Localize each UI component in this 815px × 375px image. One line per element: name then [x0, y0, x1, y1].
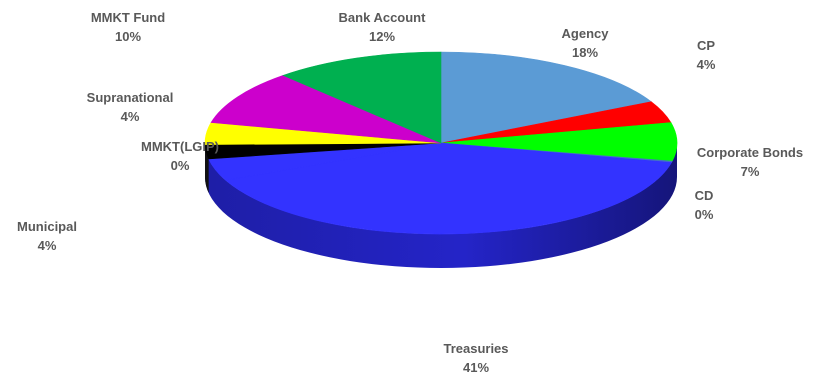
slice-percent: 0% — [695, 207, 714, 222]
slice-name: MMKT Fund — [91, 10, 165, 25]
slice-percent: 10% — [115, 29, 141, 44]
pie-slices — [204, 51, 678, 235]
data-label-mmkt-lgip-: MMKT(LGIP) 0% — [141, 139, 219, 173]
data-label-cd: CD 0% — [695, 188, 714, 222]
slice-name: MMKT(LGIP) — [141, 139, 219, 154]
data-label-supranational: Supranational 4% — [87, 90, 174, 124]
data-label-cp: CP 4% — [697, 38, 716, 72]
slice-name: Corporate Bonds — [697, 145, 803, 160]
slice-percent: 0% — [171, 158, 190, 173]
slice-percent: 4% — [121, 109, 140, 124]
slice-name: CP — [697, 38, 715, 53]
slice-percent: 4% — [38, 238, 57, 253]
pie-3d-side-walls — [205, 143, 677, 268]
slice-name: Bank Account — [339, 10, 427, 25]
pie-slice-bank-account — [282, 51, 442, 144]
data-label-mmkt-fund: MMKT Fund 10% — [91, 10, 165, 44]
slice-percent: 41% — [463, 360, 489, 375]
slice-percent: 4% — [697, 57, 716, 72]
pie-slice-agency — [440, 51, 653, 144]
data-label-bank-account: Bank Account 12% — [339, 10, 427, 44]
slice-percent: 7% — [741, 164, 760, 179]
slice-name: Agency — [562, 26, 610, 41]
data-label-agency: Agency 18% — [562, 26, 610, 60]
pie-side-mmkt-lgip — [205, 144, 209, 193]
slice-percent: 18% — [572, 45, 598, 60]
data-label-municipal: Municipal 4% — [17, 219, 77, 253]
data-label-corporate-bonds: Corporate Bonds 7% — [697, 145, 803, 179]
data-label-treasuries: Treasuries 41% — [443, 341, 508, 375]
slice-name: Supranational — [87, 90, 174, 105]
slice-name: Treasuries — [443, 341, 508, 356]
pie-side-wall — [205, 143, 677, 268]
pie-slice-treasuries — [224, 142, 673, 235]
slice-percent: 12% — [369, 29, 395, 44]
slice-name: CD — [695, 188, 714, 203]
slice-name: Municipal — [17, 219, 77, 234]
pie-data-labels: Agency 18% CP 4% Corporate Bonds 7% CD 0% Treasu… — [17, 10, 803, 375]
pie-slice-mmkt-fund — [210, 75, 442, 144]
